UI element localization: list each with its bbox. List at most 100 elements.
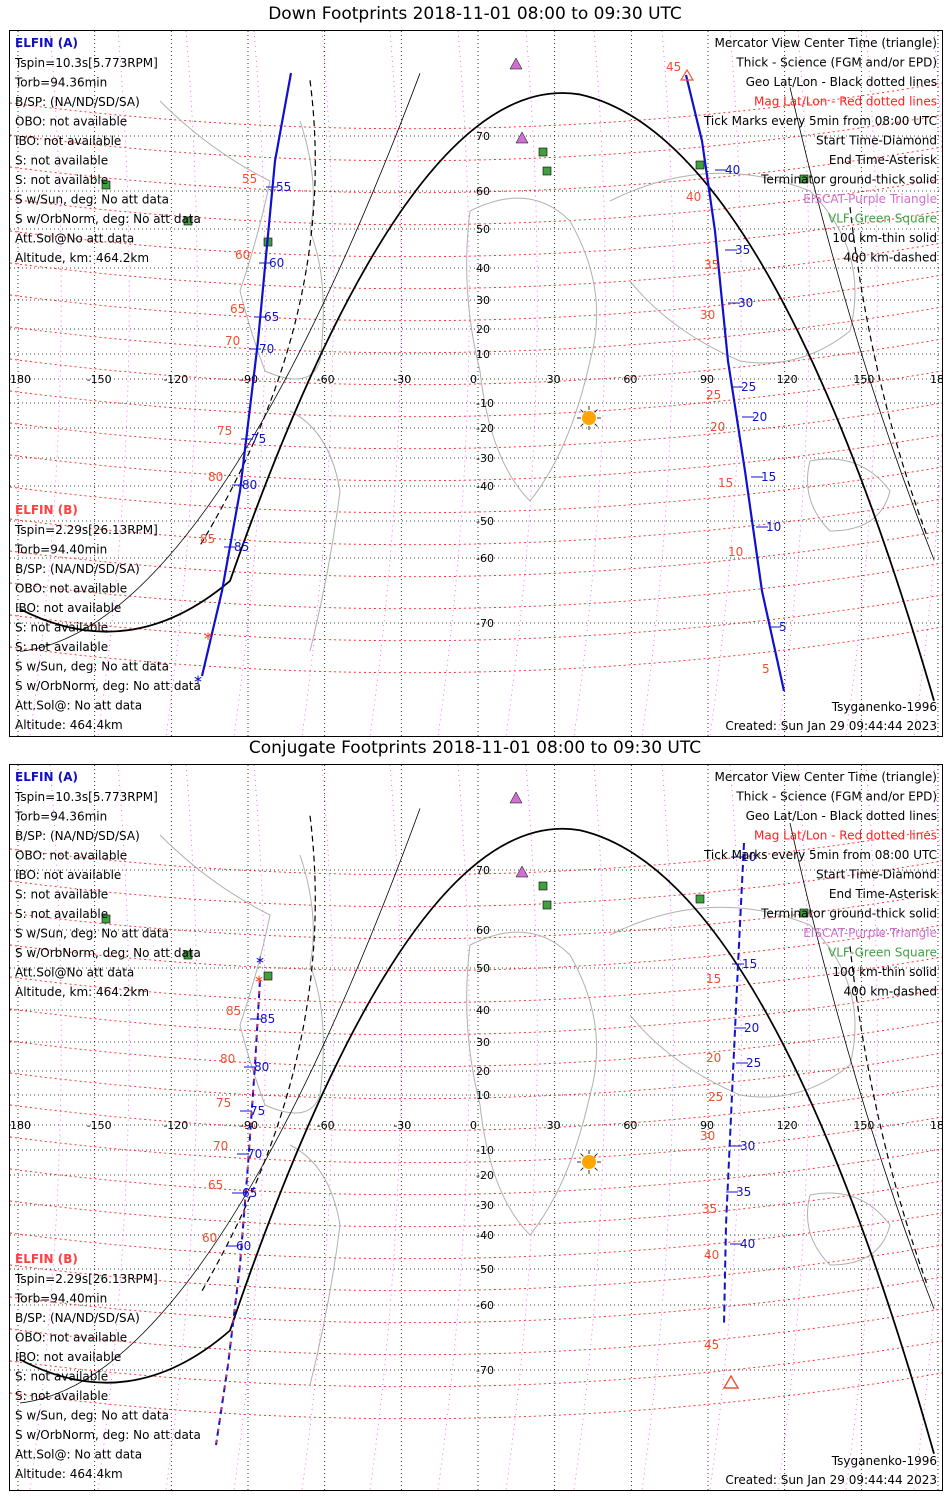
legend-line: Terminator ground-thick solid	[760, 173, 937, 187]
elfin-b-info-line: Tspin=2.29s[26.13RPM]	[14, 523, 158, 537]
lat-tick-label: -70	[476, 617, 494, 630]
elfin-b-info-line: S w/OrbNorm, deg: No att data	[15, 1428, 201, 1442]
elfin-b-time-label: 20	[744, 1021, 759, 1035]
lon-tick-label: 90	[700, 1119, 714, 1132]
australia-coast	[807, 1192, 891, 1266]
lat-tick-label: -20	[476, 1169, 494, 1182]
lon-tick-label: -60	[317, 373, 335, 386]
legend-line: Geo Lat/Lon - Black dotted lines	[746, 75, 937, 89]
vlf-square-icon	[799, 174, 809, 184]
elfin-a-time-label: 85	[260, 1012, 275, 1026]
mag-lat-curve	[10, 1212, 942, 1260]
created-label: Created: Sun Jan 29 09:44:44 2023	[725, 1473, 937, 1487]
mag-lat-curve	[10, 530, 942, 578]
lon-tick-label: 90	[700, 373, 714, 386]
elfin-b-mag-label: 30	[700, 1129, 715, 1143]
terminator-line	[19, 808, 935, 1454]
legend-line: Terminator ground-thick solid	[760, 907, 937, 921]
elfin-a-info-line: S: not available	[15, 888, 108, 902]
terminator-100km-line	[19, 73, 421, 652]
elfin-a-track	[215, 979, 261, 1446]
elfin-a-info-line: S: not available	[15, 907, 108, 921]
sun-ray	[594, 1167, 598, 1171]
elfin-a-mag-label: 70	[225, 334, 240, 348]
sun-ray	[594, 1153, 598, 1157]
end-time-asterisk-icon: ∗	[193, 672, 203, 686]
down-footprints-map: 180 -150 -120 -90 -60 -30 0 30 60 90 120 150 180 70 60…	[9, 30, 943, 737]
eiscat-triangle-icon	[509, 57, 523, 70]
africa-europe-coast	[466, 197, 598, 502]
mag-lat-curve	[10, 242, 942, 290]
elfin-a-time-label: 60	[269, 256, 284, 270]
vlf-square-icon	[263, 971, 273, 981]
elfin-a-info-line: B/SP: (NA/ND/SD/SA)	[15, 829, 140, 843]
elfin-b-header: ELFIN (B)	[15, 1252, 78, 1266]
elfin-b-time-label: 40	[725, 163, 740, 177]
terminator-100km-line	[19, 808, 421, 1404]
elfin-a-info-line: S w/OrbNorm, deg: No att data	[15, 946, 201, 960]
lon-tick-label: -30	[393, 373, 411, 386]
mag-lat-curve	[10, 466, 942, 514]
info-text: ELFIN (A) Tspin=10.3s[5.773RPM] Torb=94.36…	[14, 36, 937, 733]
lat-tick-label: -10	[476, 397, 494, 410]
elfin-b-mag-label: 40	[686, 190, 701, 204]
elfin-a-info-line: S w/Sun, deg: No att data	[15, 193, 169, 207]
elfin-a-mag-label: 55	[242, 172, 257, 186]
info-text: ELFIN (A) Tspin=10.3s[5.773RPM] Torb=94.36…	[14, 770, 937, 1487]
asia-coast	[609, 172, 856, 364]
sun-ray	[594, 423, 598, 427]
legend-line: EISCAT-Purple Triangle	[803, 926, 937, 940]
vlf-square-icon	[538, 881, 548, 891]
elfin-a-info-line: Altitude, km: 464.2km	[15, 985, 149, 999]
elfin-b-mag-label: 5	[762, 662, 770, 676]
elfin-a-time-label: 65	[242, 1186, 257, 1200]
elfin-a-info-line: Altitude, km: 464.2km	[15, 251, 149, 265]
elfin-b-time-label: 40	[740, 1237, 755, 1251]
lon-tick-label: 60	[623, 373, 637, 386]
mag-lon-curve	[913, 31, 942, 736]
elfin-a-mag-label: 65	[230, 302, 245, 316]
end-time-asterisk-icon: ∗	[255, 953, 265, 967]
vlf-square-icon	[538, 147, 548, 157]
legend-line: VLF-Green Square	[828, 212, 937, 226]
legend-line: 400 km-dashed	[843, 251, 937, 265]
elfin-a-mag-label: 80	[208, 470, 223, 484]
lat-lon-tick-labels: 180 -150 -120 -90 -60 -30 0 30 60 90 120 150 180 70 60…	[10, 130, 942, 630]
elfin-b-time-label: 35	[735, 243, 750, 257]
lat-tick-label: 60	[476, 924, 490, 937]
elfin-a-mag-label: 85	[200, 532, 215, 546]
lat-tick-label: -70	[476, 1364, 494, 1377]
lon-tick-label: 0	[470, 373, 477, 386]
terminator-100km-east-line	[789, 87, 935, 560]
mag-lat-curve	[10, 1372, 942, 1420]
elfin-b-mag-label: 10	[728, 545, 743, 559]
model-label: Tsyganenko-1996	[831, 700, 937, 714]
panel-title-down: Down Footprints 2018-11-01 08:00 to 09:3…	[268, 4, 682, 24]
sun-ray	[580, 1167, 584, 1171]
terminator-ground-line	[19, 92, 935, 702]
elfin-a-info-line: S w/OrbNorm, deg: No att data	[15, 212, 201, 226]
mag-lat-curve	[10, 306, 942, 354]
lat-tick-label: -50	[476, 1263, 494, 1276]
mag-lon-curve	[845, 31, 878, 736]
center-time-triangle-icon	[722, 1374, 740, 1389]
mag-lat-curve	[10, 1084, 942, 1132]
south-america-coast	[289, 410, 341, 652]
lon-tick-label: -150	[87, 373, 112, 386]
lat-tick-label: 50	[476, 223, 490, 236]
elfin-a-time-label: 55	[276, 180, 291, 194]
mag-lat-curve	[10, 146, 942, 194]
mag-lon-curve	[301, 31, 334, 736]
elfin-b-info-line: S w/Sun, deg: No att data	[15, 660, 169, 674]
elfin-b-info-line: IBO: not available	[15, 601, 121, 615]
mag-lon-curve	[777, 31, 810, 736]
elfin-a-info-line: IBO: not available	[15, 868, 121, 882]
eiscat-triangle-icon	[509, 791, 523, 804]
panel-title-conjugate: Conjugate Footprints 2018-11-01 08:00 to…	[248, 738, 702, 758]
legend-line: Mercator View Center Time (triangle)	[715, 36, 937, 50]
terminator-100km-east-line	[789, 822, 935, 1309]
lon-tick-label: -30	[393, 1119, 411, 1132]
mag-lat-curve	[10, 1020, 942, 1068]
lat-tick-label: 40	[476, 1004, 490, 1017]
legend-line: Mag Lat/Lon - Red dotted lines	[754, 829, 937, 843]
